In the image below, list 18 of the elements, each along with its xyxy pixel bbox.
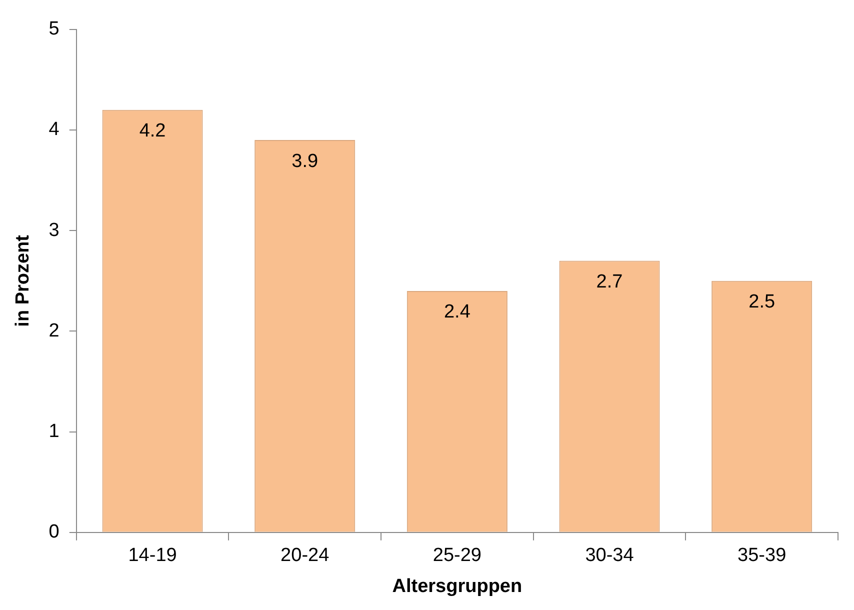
x-tick-label: 35-39 [738, 545, 786, 566]
y-tick-label: 0 [48, 522, 60, 543]
data-label: 2.5 [748, 292, 776, 313]
y-tick-label: 4 [48, 119, 60, 140]
x-tick-label: 20-24 [280, 545, 330, 566]
x-tick-label: 25-29 [432, 545, 482, 566]
y-tick-label: 3 [48, 220, 60, 241]
x-axis-title: Altersgruppen [392, 576, 522, 597]
data-label: 2.7 [596, 272, 623, 293]
x-tick-label: 30-34 [585, 545, 634, 566]
y-tick-label: 5 [48, 18, 60, 40]
data-label: 2.4 [444, 302, 471, 323]
y-tick-label: 1 [48, 421, 60, 442]
y-axis-title: in Prozent [12, 234, 34, 327]
x-tick-label: 14-19 [128, 545, 177, 566]
data-label: 4.2 [139, 120, 166, 142]
data-label: 3.9 [292, 150, 318, 172]
y-tick-label: 2 [48, 320, 60, 342]
